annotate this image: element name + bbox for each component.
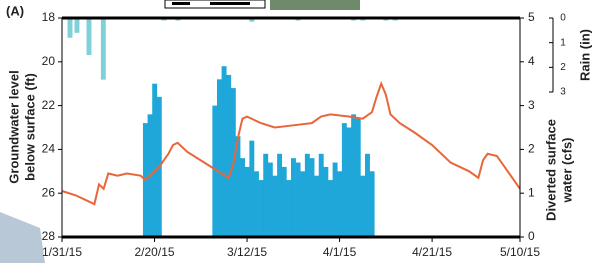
map-fragment bbox=[0, 212, 45, 263]
y2-tick-label: 0 bbox=[528, 229, 535, 243]
diversion-bar bbox=[337, 171, 342, 237]
diversion-bar bbox=[286, 180, 291, 237]
x-tick-label: 2/20/15 bbox=[135, 245, 175, 259]
diversion-bar bbox=[310, 158, 315, 237]
diversion-bar bbox=[254, 171, 259, 237]
rain-bar bbox=[68, 18, 73, 38]
diversion-bar bbox=[333, 163, 338, 237]
x-tick-label: 4/21/15 bbox=[412, 245, 452, 259]
scale-bar-segment bbox=[172, 2, 190, 5]
y-axis-label: Groundwater level bbox=[6, 70, 21, 183]
diversion-bar bbox=[323, 167, 328, 237]
panel-label: (A) bbox=[6, 3, 24, 18]
y2-axis-label: Diverted surface bbox=[543, 119, 558, 221]
diversion-bar bbox=[360, 176, 365, 237]
diversion-bar bbox=[245, 167, 250, 237]
diversion-bar bbox=[365, 154, 370, 237]
diversion-bar bbox=[328, 180, 333, 237]
rain-bar bbox=[87, 18, 92, 55]
y-tick-label: 26 bbox=[42, 185, 56, 199]
diversion-bar bbox=[222, 66, 227, 237]
diversion-bar bbox=[272, 176, 277, 237]
y2-axis-label: water (cfs) bbox=[559, 137, 574, 203]
diversion-bar bbox=[217, 79, 222, 237]
y2-tick-label: 2 bbox=[528, 142, 535, 156]
y3-axis-label: Rain (in) bbox=[577, 29, 592, 81]
diversion-bar bbox=[240, 158, 245, 237]
map-fragment bbox=[270, 0, 360, 10]
diversion-bar bbox=[282, 167, 287, 237]
y3-tick-label: 1 bbox=[560, 37, 566, 48]
diversion-bar bbox=[259, 180, 264, 237]
diversion-bar bbox=[268, 163, 273, 237]
scale-bar-segment bbox=[210, 2, 250, 5]
rain-bar bbox=[74, 18, 79, 33]
rain-bar bbox=[101, 18, 106, 80]
diversion-bar bbox=[300, 171, 305, 237]
diversion-bar bbox=[226, 75, 231, 237]
y3-tick-label: 3 bbox=[560, 87, 566, 98]
y-axis-label: below surface (ft) bbox=[22, 73, 37, 181]
y2-tick-label: 4 bbox=[528, 54, 535, 68]
diversion-bar bbox=[305, 154, 310, 237]
diversion-bar bbox=[296, 163, 301, 237]
diversion-bar bbox=[351, 114, 356, 237]
y-tick-label: 24 bbox=[42, 142, 56, 156]
y-tick-label: 18 bbox=[42, 10, 56, 24]
diversion-bar bbox=[347, 128, 352, 238]
x-tick-label: 1/31/15 bbox=[42, 245, 82, 259]
y-tick-label: 20 bbox=[42, 54, 56, 68]
y-tick-label: 22 bbox=[42, 98, 56, 112]
y3-tick-label: 0 bbox=[560, 13, 566, 24]
x-tick-label: 4/1/15 bbox=[323, 245, 357, 259]
diversion-bar bbox=[291, 158, 296, 237]
diversion-bar bbox=[319, 154, 324, 237]
y3-tick-label: 2 bbox=[560, 62, 566, 73]
diversion-bar bbox=[263, 154, 268, 237]
y2-tick-label: 1 bbox=[528, 185, 535, 199]
diversion-bar bbox=[314, 176, 319, 237]
diversion-bar bbox=[342, 123, 347, 237]
x-tick-label: 3/12/15 bbox=[227, 245, 267, 259]
y2-tick-label: 3 bbox=[528, 98, 535, 112]
y2-tick-label: 5 bbox=[528, 10, 535, 24]
diversion-bar bbox=[249, 141, 254, 237]
diversion-bar bbox=[356, 119, 361, 237]
diversion-bar bbox=[370, 171, 375, 237]
x-tick-label: 5/10/15 bbox=[500, 245, 540, 259]
diversion-bar bbox=[277, 154, 282, 237]
chart: (A) Groundwater level below surface (ft)… bbox=[0, 0, 594, 263]
y-tick-label: 28 bbox=[42, 229, 56, 243]
diversion-bar bbox=[152, 84, 157, 237]
